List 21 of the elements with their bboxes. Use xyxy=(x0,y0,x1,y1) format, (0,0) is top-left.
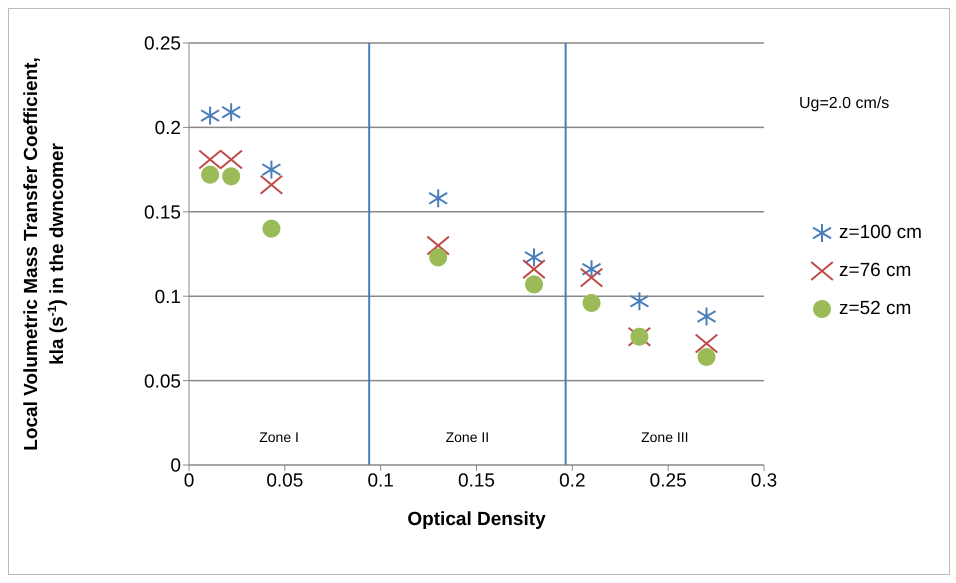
legend-label: z=52 cm xyxy=(839,298,912,320)
legend-label: z=76 cm xyxy=(839,260,912,282)
annotation: Zone III xyxy=(640,429,690,445)
x-tick-label: 0.25 xyxy=(650,470,687,492)
x-tick-label: 0.15 xyxy=(458,470,495,492)
annotation: Zone II xyxy=(444,429,490,445)
x-axis-title: Optical Density xyxy=(407,509,546,530)
text: Ug=2.0 cm/s xyxy=(799,95,890,113)
annotation: Zone I xyxy=(258,429,300,445)
legend-label: z=100 cm xyxy=(839,222,922,244)
x-tick-label: 0.2 xyxy=(559,470,586,492)
y-tick-label: 0.05 xyxy=(144,371,181,392)
y-tick-label: 0.15 xyxy=(144,202,181,224)
y-tick-label: 0.25 xyxy=(144,34,181,55)
y-tick-label: 0 xyxy=(170,456,181,477)
x-tick-label: 0.05 xyxy=(266,470,304,492)
x-tick-label: 0.3 xyxy=(750,470,778,492)
x-tick-label: 0.1 xyxy=(367,470,394,492)
x-tick-label: 0 xyxy=(184,470,194,492)
y-tick-label: 0.1 xyxy=(154,286,181,308)
y-tick-label: 0.2 xyxy=(154,118,181,140)
